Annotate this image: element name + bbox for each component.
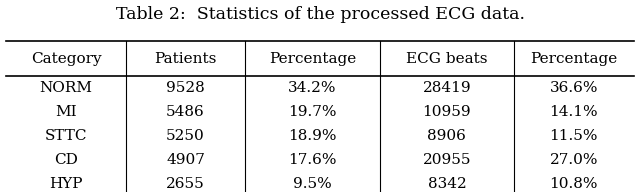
- Text: HYP: HYP: [49, 177, 83, 191]
- Text: 8906: 8906: [428, 129, 467, 143]
- Text: 4907: 4907: [166, 153, 205, 167]
- Text: Percentage: Percentage: [531, 52, 618, 66]
- Text: CD: CD: [54, 153, 78, 167]
- Text: Category: Category: [31, 52, 102, 66]
- Text: 20955: 20955: [422, 153, 471, 167]
- Text: 10.8%: 10.8%: [550, 177, 598, 191]
- Text: 28419: 28419: [422, 81, 471, 95]
- Text: 17.6%: 17.6%: [288, 153, 337, 167]
- Text: 5486: 5486: [166, 105, 205, 119]
- Text: MI: MI: [55, 105, 77, 119]
- Text: Table 2:  Statistics of the processed ECG data.: Table 2: Statistics of the processed ECG…: [115, 6, 525, 23]
- Text: 18.9%: 18.9%: [288, 129, 337, 143]
- Text: 14.1%: 14.1%: [550, 105, 598, 119]
- Text: 8342: 8342: [428, 177, 467, 191]
- Text: ECG beats: ECG beats: [406, 52, 488, 66]
- Text: 9.5%: 9.5%: [293, 177, 332, 191]
- Text: 36.6%: 36.6%: [550, 81, 598, 95]
- Text: 5250: 5250: [166, 129, 205, 143]
- Text: 19.7%: 19.7%: [288, 105, 337, 119]
- Text: STTC: STTC: [45, 129, 88, 143]
- Text: 11.5%: 11.5%: [550, 129, 598, 143]
- Text: 10959: 10959: [422, 105, 471, 119]
- Text: 9528: 9528: [166, 81, 205, 95]
- Text: 2655: 2655: [166, 177, 205, 191]
- Text: 27.0%: 27.0%: [550, 153, 598, 167]
- Text: NORM: NORM: [40, 81, 93, 95]
- Text: Patients: Patients: [154, 52, 217, 66]
- Text: 34.2%: 34.2%: [288, 81, 337, 95]
- Text: Percentage: Percentage: [269, 52, 356, 66]
